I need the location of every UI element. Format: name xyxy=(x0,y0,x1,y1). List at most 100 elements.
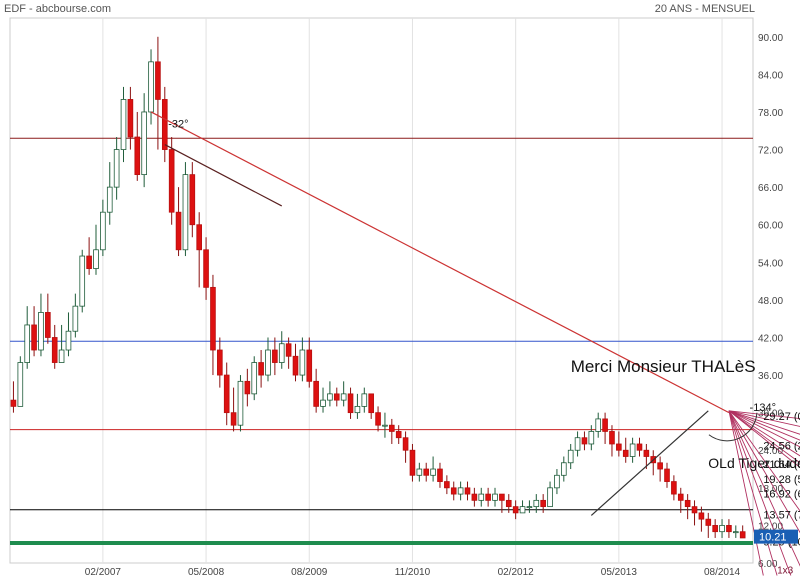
candle-body xyxy=(230,412,237,426)
candle-body xyxy=(629,443,636,457)
candle-body xyxy=(217,349,223,376)
candle-body xyxy=(416,468,423,476)
y-tick-label: 66.00 xyxy=(758,183,783,194)
candle-body xyxy=(691,506,698,514)
x-tick-label: 05/2013 xyxy=(601,567,638,578)
candle-body xyxy=(45,312,51,338)
x-tick-label: 05/2008 xyxy=(188,567,225,578)
candle-body xyxy=(141,111,147,176)
candle-body xyxy=(347,393,354,414)
candle-body xyxy=(526,506,533,509)
candle-body xyxy=(430,468,436,476)
fib-level-label: 21.64 (38.2%) xyxy=(763,459,800,471)
candle-body xyxy=(155,61,161,100)
candle-body xyxy=(698,512,705,520)
fan-line xyxy=(728,410,800,464)
y-tick-label: 60.00 xyxy=(758,221,783,232)
chart-source-label: EDF - abcbourse.com xyxy=(4,3,111,15)
candle-body xyxy=(313,380,319,407)
candle-body xyxy=(588,431,595,445)
candle-body xyxy=(457,487,464,495)
y-tick-label: 12.00 xyxy=(758,521,783,532)
fan-line xyxy=(728,410,800,468)
candle-body xyxy=(148,61,154,113)
candle-body xyxy=(51,337,58,363)
chart-annotation: -134° xyxy=(750,402,776,414)
fan-line xyxy=(728,410,800,448)
fan-line xyxy=(728,410,800,567)
candle-body xyxy=(540,499,546,508)
candle-body xyxy=(712,525,718,533)
candle-body xyxy=(24,324,31,363)
candle-body xyxy=(134,136,141,176)
candle-body xyxy=(210,286,216,351)
y-tick-label: 90.00 xyxy=(758,33,783,44)
candle-body xyxy=(554,474,560,489)
candle-body xyxy=(567,449,574,464)
trendline xyxy=(164,144,283,207)
candle-body xyxy=(464,487,471,495)
candle-body xyxy=(168,149,175,213)
candle-body xyxy=(31,324,37,351)
candle-body xyxy=(499,493,505,501)
candle-body xyxy=(561,462,567,476)
x-tick-label: 11/2010 xyxy=(395,567,431,578)
candle-body xyxy=(423,468,430,476)
fib-level-label: 16.92 (61.8%) xyxy=(763,489,800,501)
candle-body xyxy=(127,99,134,138)
candle-body xyxy=(272,349,278,363)
fan-line xyxy=(728,410,800,512)
candle-body xyxy=(395,431,402,439)
candle-body xyxy=(258,362,264,376)
candle-body xyxy=(684,499,691,508)
x-tick-label: 02/2012 xyxy=(498,567,535,578)
fib-level-label: 19.28 (50.0%) xyxy=(763,474,800,486)
fan-line xyxy=(728,410,800,534)
y-tick-label: 36.00 xyxy=(758,371,783,382)
chart-annotation: OLd Tiger dude74 xyxy=(708,455,800,471)
candle-body xyxy=(86,255,92,269)
fib-level-label: 29.27 (0.0%) xyxy=(763,411,800,423)
candle-body xyxy=(437,468,443,482)
candle-body xyxy=(368,393,374,414)
candle-body xyxy=(382,424,388,427)
x-tick-label: 08/2009 xyxy=(291,567,328,578)
candle-body xyxy=(340,393,347,401)
y-tick-label: 30.00 xyxy=(758,409,783,420)
chart-annotation: Merci Monsieur THALèS xyxy=(571,357,756,376)
candle-body xyxy=(547,487,553,508)
candle-body xyxy=(320,399,326,407)
candle-body xyxy=(657,462,663,470)
candle-body xyxy=(719,525,725,533)
candle-body xyxy=(120,99,127,150)
candle-body xyxy=(203,249,209,288)
candle-body xyxy=(72,305,79,332)
candle-body xyxy=(251,362,258,395)
candle-body xyxy=(622,449,629,457)
fan-label: 1x3 xyxy=(777,566,794,577)
candle-body xyxy=(389,424,395,432)
fan-line xyxy=(728,410,800,435)
candle-body xyxy=(450,487,457,495)
candle-body xyxy=(79,255,86,307)
candle-body xyxy=(38,312,44,351)
candle-body xyxy=(726,525,732,533)
trendline xyxy=(590,410,709,516)
x-tick-label: 08/2014 xyxy=(704,567,741,578)
fan-line xyxy=(728,410,800,441)
trendline xyxy=(150,111,730,414)
y-tick-label: 78.00 xyxy=(758,108,783,119)
candle-body xyxy=(595,418,602,432)
candle-body xyxy=(327,393,333,401)
candle-body xyxy=(574,437,581,451)
candle-body xyxy=(223,374,230,414)
plot-area xyxy=(9,17,754,564)
last-price-label: 10.21 xyxy=(759,532,787,544)
candle-body xyxy=(375,412,381,426)
candle-body xyxy=(93,249,99,269)
fib-level-label: 13.57 (78.6%) xyxy=(763,510,800,522)
candle-body xyxy=(237,380,244,426)
y-tick-label: 48.00 xyxy=(758,296,783,307)
candle-body xyxy=(471,493,478,501)
